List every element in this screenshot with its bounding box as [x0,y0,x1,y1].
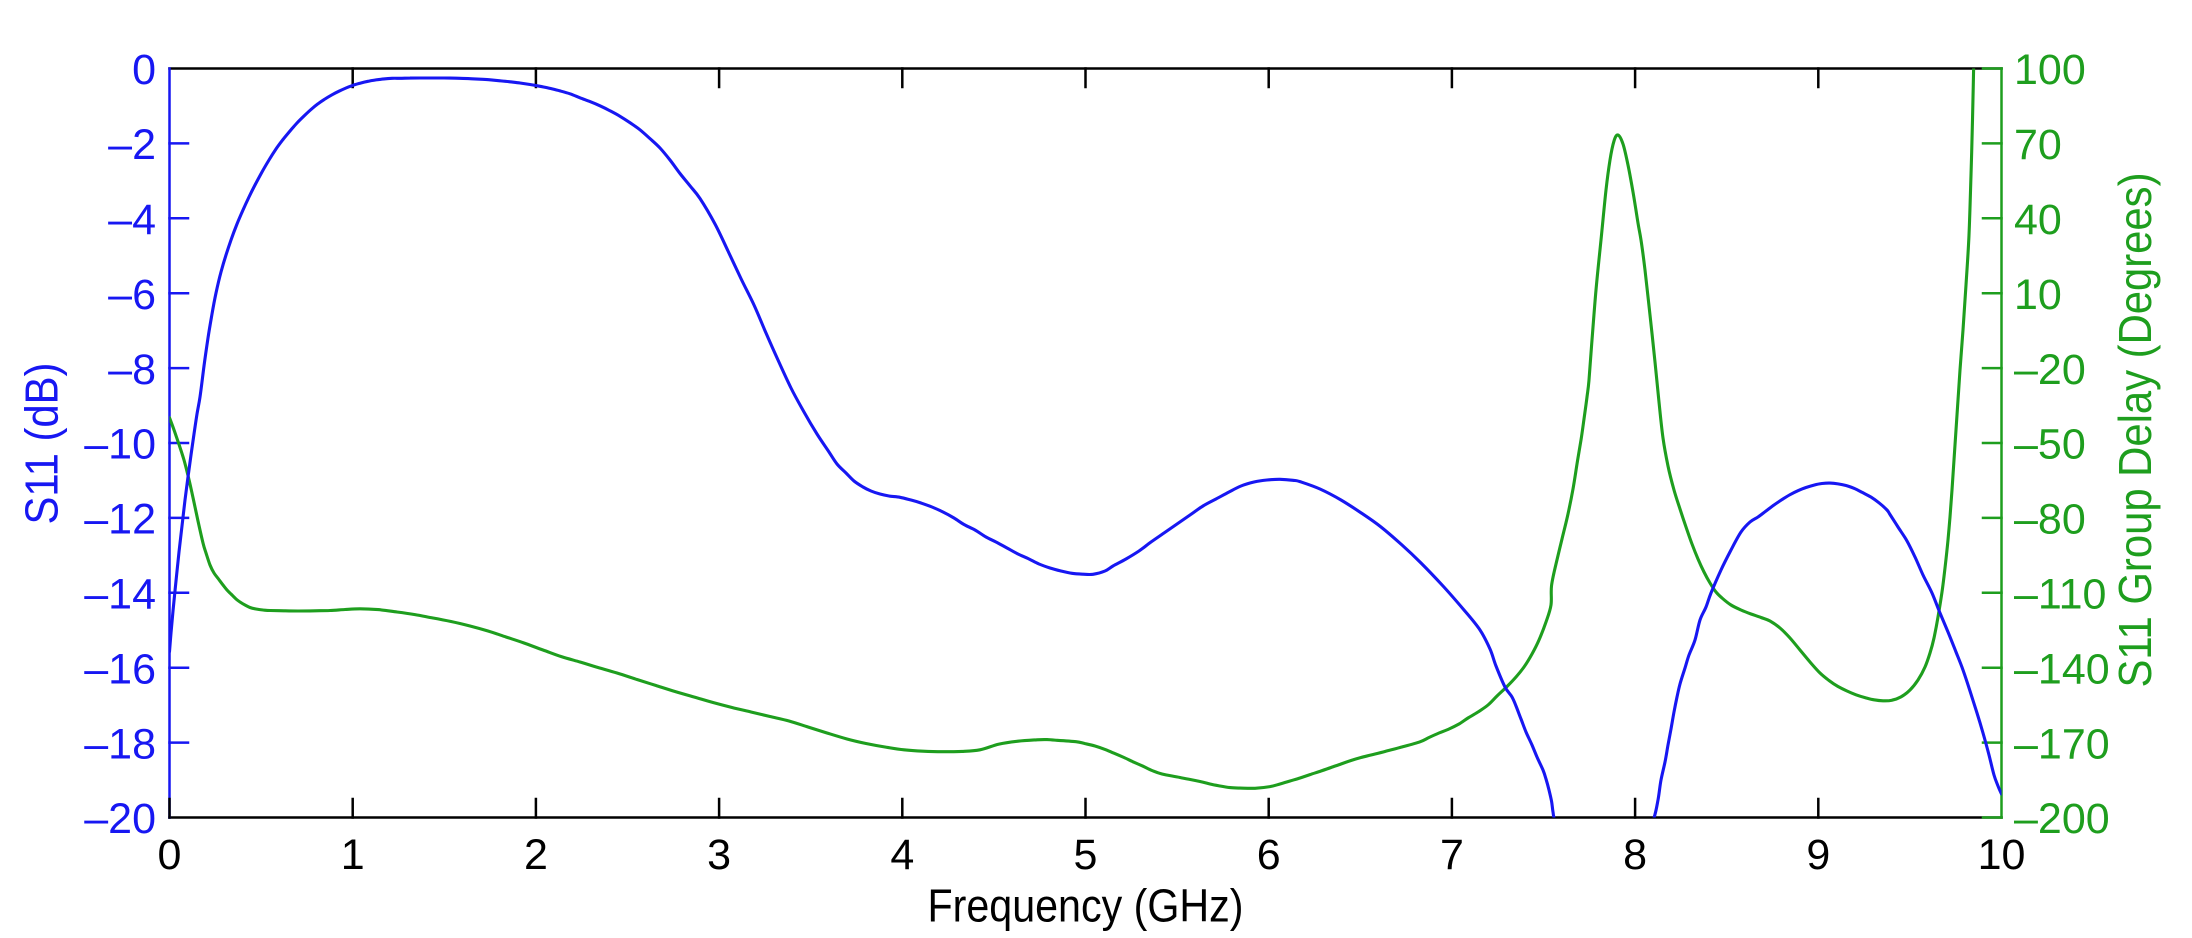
svg-text:10: 10 [2014,271,2062,319]
svg-text:–80: –80 [2014,496,2086,544]
svg-text:–200: –200 [2014,795,2110,843]
svg-text:–14: –14 [84,571,156,619]
svg-text:–16: –16 [84,645,156,693]
svg-text:S11 (dB): S11 (dB) [16,363,68,525]
svg-text:100: 100 [2014,46,2086,94]
svg-text:0: 0 [158,831,182,879]
svg-text:–170: –170 [2014,720,2110,768]
svg-text:S11 Group Delay (Degrees): S11 Group Delay (Degrees) [2109,173,2161,688]
svg-text:–12: –12 [84,496,156,544]
svg-text:70: 70 [2014,121,2062,169]
svg-text:7: 7 [1440,831,1464,879]
svg-text:8: 8 [1623,831,1647,879]
svg-text:1: 1 [341,831,365,879]
svg-text:2: 2 [524,831,548,879]
svg-text:–18: –18 [84,720,156,768]
svg-text:–4: –4 [108,196,156,244]
svg-text:Frequency (GHz): Frequency (GHz) [928,880,1244,932]
svg-text:–8: –8 [108,346,156,394]
svg-text:5: 5 [1074,831,1098,879]
svg-text:9: 9 [1806,831,1830,879]
svg-text:40: 40 [2014,196,2062,244]
svg-text:–20: –20 [84,795,156,843]
svg-text:–50: –50 [2014,421,2086,469]
svg-text:–140: –140 [2014,645,2110,693]
svg-text:–20: –20 [2014,346,2086,394]
svg-text:4: 4 [890,831,914,879]
svg-text:10: 10 [1978,831,2026,879]
svg-text:–2: –2 [108,121,156,169]
svg-text:3: 3 [707,831,731,879]
svg-text:–10: –10 [84,421,156,469]
svg-text:–6: –6 [108,271,156,319]
svg-text:–110: –110 [2014,571,2106,619]
svg-text:6: 6 [1257,831,1281,879]
svg-text:0: 0 [132,46,156,94]
